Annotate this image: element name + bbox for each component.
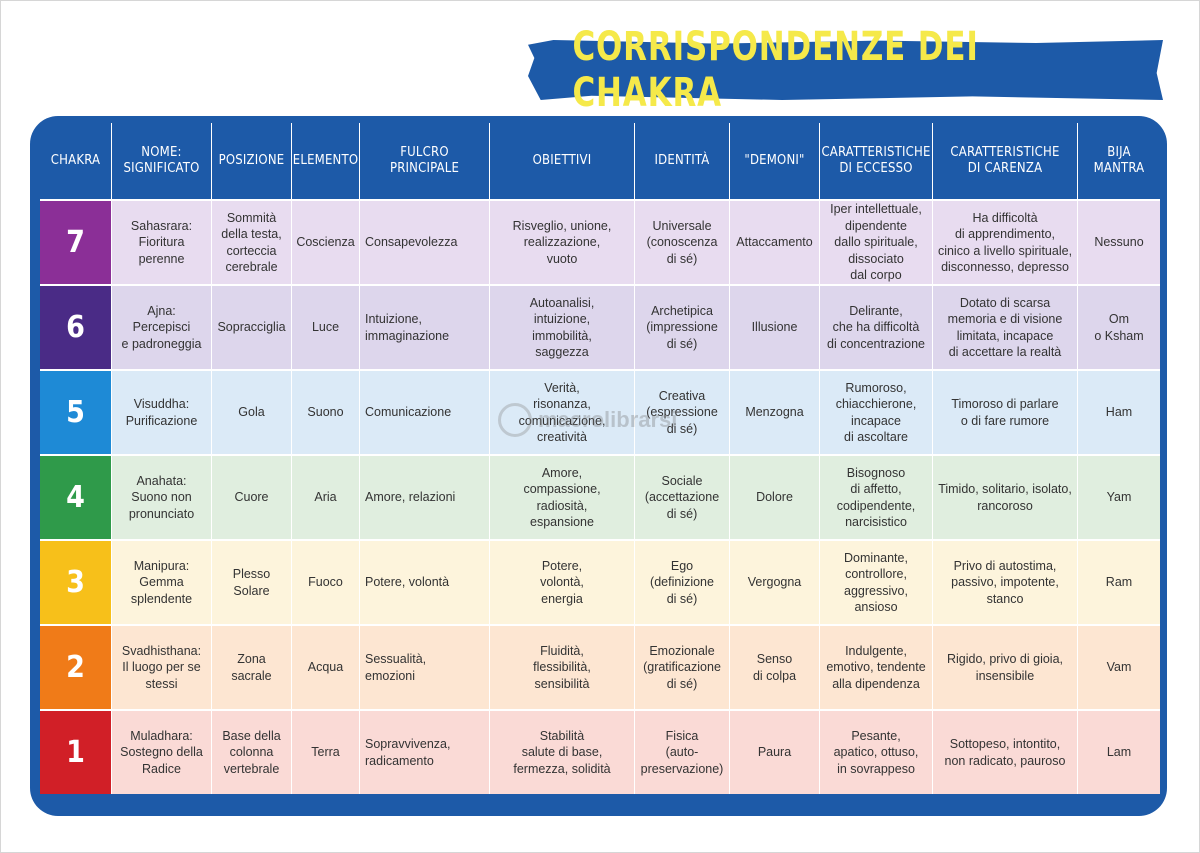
chakra-number: 4 — [40, 454, 111, 539]
cell-identita: Fisica (auto- preservazione) — [634, 709, 729, 794]
page-title: CORRISPONDENZE DEI CHAKRA — [572, 24, 979, 116]
cell-fulcro: Intuizione, immaginazione — [359, 284, 489, 369]
cell-identita: Creativa (espressione di sé) — [634, 369, 729, 454]
cell-demoni: Senso di colpa — [729, 624, 819, 709]
cell-nome: Muladhara: Sostegno della Radice — [111, 709, 211, 794]
cell-eccesso: Delirante, che ha difficoltà di concentr… — [819, 284, 932, 369]
chakra-number: 6 — [40, 284, 111, 369]
cell-nome: Svadhisthana: Il luogo per se stessi — [111, 624, 211, 709]
cell-bija-mantra: Nessuno — [1077, 199, 1160, 284]
cell-identita: Archetipica (impressione di sé) — [634, 284, 729, 369]
chakra-number: 3 — [40, 539, 111, 624]
cell-posizione: Plesso Solare — [211, 539, 291, 624]
header-identita: Identità — [634, 123, 729, 199]
cell-nome: Manipura: Gemma splendente — [111, 539, 211, 624]
cell-obiettivi: Risveglio, unione, realizzazione, vuoto — [489, 199, 634, 284]
cell-obiettivi: Potere, volontà, energia — [489, 539, 634, 624]
cell-nome: Sahasrara: Fioritura perenne — [111, 199, 211, 284]
cell-posizione: Sommità della testa, corteccia cerebrale — [211, 199, 291, 284]
header-elemento: Elemento — [291, 123, 359, 199]
header-fulcro: Fulcro principale — [359, 123, 489, 199]
cell-obiettivi: Amore, compassione, radiosità, espansion… — [489, 454, 634, 539]
cell-bija-mantra: Yam — [1077, 454, 1160, 539]
cell-bija-mantra: Ham — [1077, 369, 1160, 454]
cell-identita: Sociale (accettazione di sé) — [634, 454, 729, 539]
cell-nome: Anahata: Suono non pronunciato — [111, 454, 211, 539]
chakra-number: 1 — [40, 709, 111, 794]
title-banner — [528, 40, 1163, 100]
header-nome: Nome: Significato — [111, 123, 211, 199]
cell-fulcro: Consapevolezza — [359, 199, 489, 284]
cell-obiettivi: Verità, risonanza, comunicazione, creati… — [489, 369, 634, 454]
header-chakra: Chakra — [50, 153, 101, 168]
cell-fulcro: Comunicazione — [359, 369, 489, 454]
cell-posizione: Cuore — [211, 454, 291, 539]
cell-posizione: Gola — [211, 369, 291, 454]
cell-elemento: Suono — [291, 369, 359, 454]
cell-elemento: Luce — [291, 284, 359, 369]
cell-identita: Emozionale (gratificazione di sé) — [634, 624, 729, 709]
chakra-number: 2 — [40, 624, 111, 709]
cell-bija-mantra: Ram — [1077, 539, 1160, 624]
cell-eccesso: Dominante, controllore, aggressivo, ansi… — [819, 539, 932, 624]
cell-bija-mantra: Om o Ksham — [1077, 284, 1160, 369]
cell-eccesso: Pesante, apatico, ottuso, in sovrappeso — [819, 709, 932, 794]
cell-carenza: Privo di autostima, passivo, impotente, … — [932, 539, 1077, 624]
cell-eccesso: Bisognoso di affetto, codipendente, narc… — [819, 454, 932, 539]
cell-elemento: Coscienza — [291, 199, 359, 284]
cell-carenza: Timoroso di parlare o di fare rumore — [932, 369, 1077, 454]
cell-elemento: Acqua — [291, 624, 359, 709]
cell-elemento: Aria — [291, 454, 359, 539]
cell-demoni: Menzogna — [729, 369, 819, 454]
cell-obiettivi: Stabilità salute di base, fermezza, soli… — [489, 709, 634, 794]
cell-demoni: Attaccamento — [729, 199, 819, 284]
cell-demoni: Vergogna — [729, 539, 819, 624]
cell-elemento: Terra — [291, 709, 359, 794]
cell-eccesso: Indulgente, emotivo, tendente alla dipen… — [819, 624, 932, 709]
cell-eccesso: Iper intellettuale, dipendente dallo spi… — [819, 199, 932, 284]
cell-carenza: Ha difficoltà di apprendimento, cinico a… — [932, 199, 1077, 284]
cell-carenza: Rigido, privo di gioia, insensibile — [932, 624, 1077, 709]
cell-eccesso: Rumoroso, chiacchierone, incapace di asc… — [819, 369, 932, 454]
cell-fulcro: Sessualità, emozioni — [359, 624, 489, 709]
cell-nome: Ajna: Percepisci e padroneggia — [111, 284, 211, 369]
cell-fulcro: Potere, volontà — [359, 539, 489, 624]
header-demoni: "Demoni" — [729, 123, 819, 199]
cell-nome: Visuddha: Purificazione — [111, 369, 211, 454]
chakra-number: 7 — [40, 199, 111, 284]
cell-posizione: Sopracciglia — [211, 284, 291, 369]
cell-carenza: Timido, solitario, isolato, rancoroso — [932, 454, 1077, 539]
cell-obiettivi: Autoanalisi, intuizione, immobilità, sag… — [489, 284, 634, 369]
cell-demoni: Dolore — [729, 454, 819, 539]
cell-demoni: Paura — [729, 709, 819, 794]
cell-posizione: Zona sacrale — [211, 624, 291, 709]
cell-identita: Ego (definizione di sé) — [634, 539, 729, 624]
cell-identita: Universale (conoscenza di sé) — [634, 199, 729, 284]
header-posizione: Posizione — [211, 123, 291, 199]
header-obiettivi: Obiettivi — [489, 123, 634, 199]
chakra-table: Chakra Nome: Significato Posizione Eleme… — [40, 123, 1160, 794]
cell-posizione: Base della colonna vertebrale — [211, 709, 291, 794]
cell-demoni: Illusione — [729, 284, 819, 369]
header-carenza: Caratteristiche di carenza — [932, 123, 1077, 199]
cell-carenza: Dotato di scarsa memoria e di visione li… — [932, 284, 1077, 369]
cell-bija-mantra: Lam — [1077, 709, 1160, 794]
chakra-number: 5 — [40, 369, 111, 454]
cell-bija-mantra: Vam — [1077, 624, 1160, 709]
header-eccesso: Caratteristiche di eccesso — [819, 123, 932, 199]
header-bija-mantra: Bija mantra — [1077, 123, 1160, 199]
cell-fulcro: Sopravvivenza, radicamento — [359, 709, 489, 794]
cell-carenza: Sottopeso, intontito, non radicato, paur… — [932, 709, 1077, 794]
cell-fulcro: Amore, relazioni — [359, 454, 489, 539]
cell-obiettivi: Fluidità, flessibilità, sensibilità — [489, 624, 634, 709]
cell-elemento: Fuoco — [291, 539, 359, 624]
